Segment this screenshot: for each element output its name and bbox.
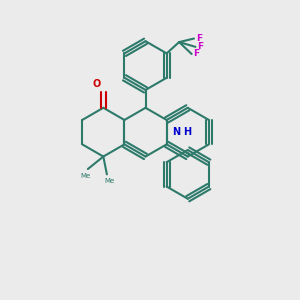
Text: Me: Me [80,172,91,178]
Text: Me: Me [104,178,114,184]
Text: F: F [197,42,203,51]
Text: O: O [93,80,101,89]
Text: F: F [194,50,200,58]
Text: H: H [183,127,191,137]
Text: F: F [196,34,202,43]
Text: N: N [172,127,180,137]
